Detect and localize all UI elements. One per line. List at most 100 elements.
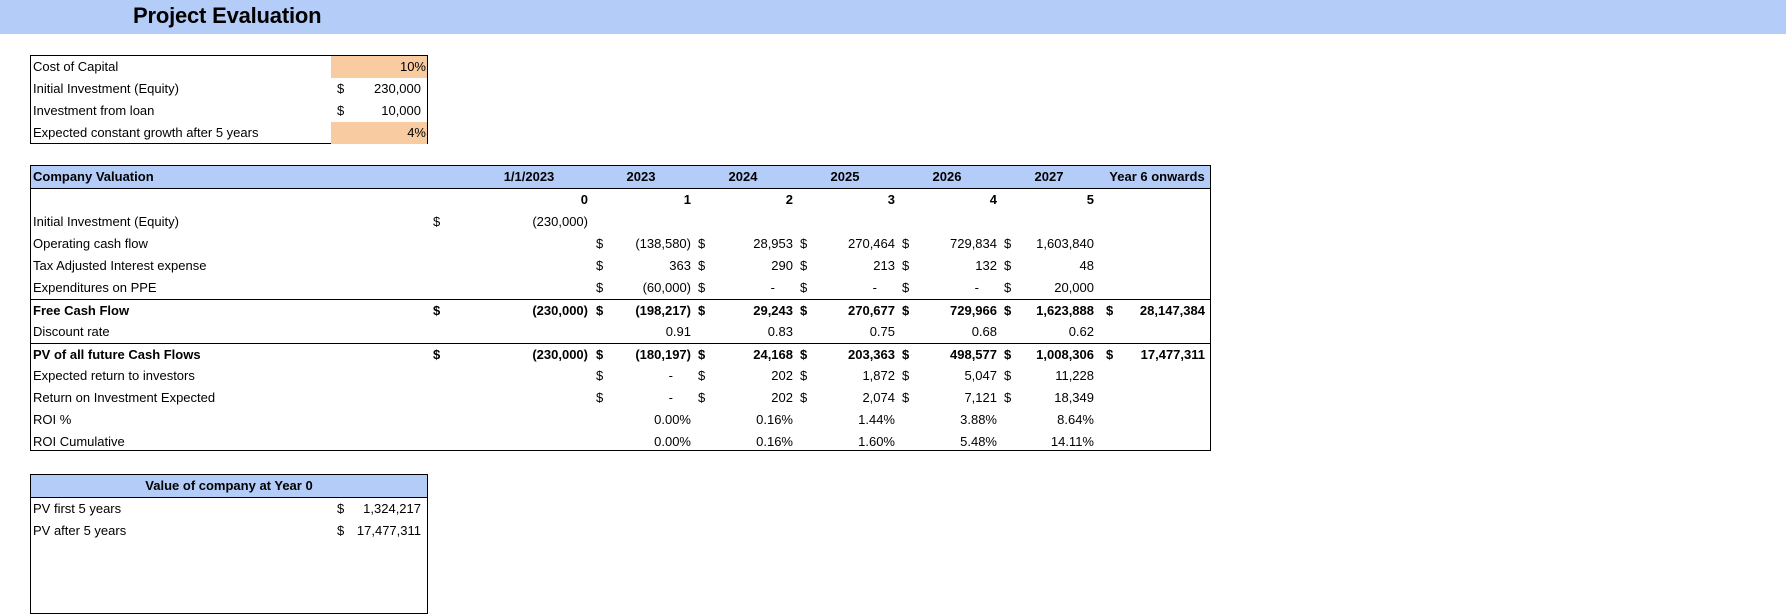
- column-header[interactable]: 1/1/2023: [503, 169, 555, 184]
- cell-value[interactable]: 29,243: [753, 303, 793, 318]
- value-row[interactable]: PV after 5 years $ 17,477,311: [31, 520, 427, 542]
- assumption-row[interactable]: Investment from loan $ 10,000: [31, 100, 427, 122]
- cell-value[interactable]: 0.00%: [654, 434, 691, 449]
- table-row[interactable]: PV of all future Cash Flows $ (230,000) $ (1…: [31, 343, 1210, 365]
- cell-value[interactable]: [611, 211, 691, 233]
- cell-value[interactable]: [1121, 409, 1205, 431]
- cell-value[interactable]: -: [770, 280, 775, 295]
- cell-value[interactable]: 0.16%: [756, 434, 793, 449]
- cell-value[interactable]: [811, 211, 895, 233]
- column-header[interactable]: 2024: [728, 169, 758, 184]
- cell-value[interactable]: 213: [873, 258, 895, 273]
- column-header[interactable]: 2026: [932, 169, 962, 184]
- cell-value[interactable]: (230,000): [532, 347, 588, 362]
- cell-value[interactable]: (230,000): [532, 214, 588, 229]
- cell-value[interactable]: [1011, 211, 1094, 233]
- table-row[interactable]: Discount rate 0.91 0.83 0.75 0.68 0.62: [31, 321, 1210, 343]
- cell-value[interactable]: 729,834: [950, 236, 997, 251]
- cell-value[interactable]: (180,197): [635, 347, 691, 362]
- cell-value[interactable]: [491, 277, 588, 299]
- cell-value[interactable]: [711, 211, 793, 233]
- cost-of-capital-input[interactable]: 10%: [399, 59, 426, 74]
- cell-value[interactable]: 11,228: [1055, 368, 1094, 383]
- cell-value[interactable]: 1.60%: [858, 434, 895, 449]
- table-row[interactable]: Expenditures on PPE $ (60,000) $ - $ - $ - $20,00…: [31, 277, 1210, 299]
- cell-value[interactable]: [1121, 365, 1205, 387]
- pv-after-5-years-value[interactable]: 17,477,311: [356, 523, 421, 538]
- cell-value[interactable]: (60,000): [642, 280, 691, 295]
- cell-value[interactable]: 270,464: [848, 236, 895, 251]
- cell-value[interactable]: [491, 387, 588, 409]
- cell-value[interactable]: 290: [771, 258, 793, 273]
- cell-value[interactable]: [1121, 321, 1205, 343]
- assumption-row[interactable]: Cost of Capital 10%: [31, 56, 427, 78]
- cell-value[interactable]: -: [668, 368, 673, 383]
- cell-value[interactable]: 18,349: [1054, 390, 1094, 405]
- cell-value[interactable]: 0.00%: [654, 412, 691, 427]
- cell-value[interactable]: 5,047: [964, 368, 997, 383]
- cell-value[interactable]: [1121, 277, 1205, 299]
- cell-value[interactable]: 28,147,384: [1139, 303, 1205, 318]
- cell-value[interactable]: 3.88%: [960, 412, 997, 427]
- cell-value[interactable]: 2,074: [862, 390, 895, 405]
- cell-value[interactable]: 1,008,306: [1036, 347, 1094, 362]
- cell-value[interactable]: 0.16%: [756, 412, 793, 427]
- cell-value[interactable]: 1.44%: [858, 412, 895, 427]
- cell-value[interactable]: 202: [771, 390, 793, 405]
- cell-value[interactable]: 20,000: [1054, 280, 1094, 295]
- table-row[interactable]: ROI Cumulative 0.00% 0.16% 1.60% 5.48% 14.11%: [31, 431, 1210, 453]
- assumption-row[interactable]: Initial Investment (Equity) $ 230,000: [31, 78, 427, 100]
- cell-value[interactable]: 0.62: [1068, 324, 1094, 339]
- cell-value[interactable]: 8.64%: [1057, 412, 1094, 427]
- cell-value[interactable]: -: [974, 280, 979, 295]
- table-row[interactable]: Tax Adjusted Interest expense $363 $290 $21…: [31, 255, 1210, 277]
- cell-value[interactable]: 14.11%: [1050, 434, 1094, 449]
- cell-value[interactable]: [1121, 387, 1205, 409]
- table-row[interactable]: ROI % 0.00% 0.16% 1.44% 3.88% 8.64%: [31, 409, 1210, 431]
- cell-value[interactable]: 24,168: [753, 347, 793, 362]
- initial-investment-value[interactable]: 230,000: [374, 81, 421, 96]
- column-header[interactable]: 2025: [830, 169, 860, 184]
- pv-first-5-years-value[interactable]: 1,324,217: [363, 501, 421, 516]
- cell-value[interactable]: [491, 255, 588, 277]
- cell-value[interactable]: 0.83: [767, 324, 793, 339]
- cell-value[interactable]: 1,872: [862, 368, 895, 383]
- cell-value[interactable]: 132: [975, 258, 997, 273]
- cell-value[interactable]: (138,580): [635, 236, 691, 251]
- table-row[interactable]: Return on Investment Expected $ - $202 $2,07…: [31, 387, 1210, 409]
- cell-value[interactable]: [491, 409, 588, 431]
- cell-value[interactable]: [1121, 211, 1205, 233]
- cell-value[interactable]: 5.48%: [960, 434, 997, 449]
- cell-value[interactable]: 498,577: [950, 347, 997, 362]
- cell-value[interactable]: [491, 365, 588, 387]
- cell-value[interactable]: [1121, 255, 1205, 277]
- cell-value[interactable]: 7,121: [964, 390, 997, 405]
- cell-value[interactable]: [1121, 431, 1205, 453]
- cell-value[interactable]: [911, 211, 997, 233]
- cell-value[interactable]: 270,677: [848, 303, 895, 318]
- table-row[interactable]: Free Cash Flow $ (230,000) $ (198,217) $29,24…: [31, 299, 1210, 321]
- cell-value[interactable]: [491, 321, 588, 343]
- column-header[interactable]: 2027: [1034, 169, 1064, 184]
- column-header[interactable]: Year 6 onwards: [1109, 169, 1205, 184]
- cell-value[interactable]: 0.75: [869, 324, 895, 339]
- cell-value[interactable]: [1121, 233, 1205, 255]
- column-header[interactable]: 2023: [626, 169, 656, 184]
- table-row[interactable]: Expected return to investors $ - $202 $1,872…: [31, 365, 1210, 387]
- cell-value[interactable]: 1,623,888: [1036, 303, 1094, 318]
- table-row[interactable]: Operating cash flow $ (138,580) $28,953 $270…: [31, 233, 1210, 255]
- cell-value[interactable]: [491, 233, 588, 255]
- cell-value[interactable]: -: [668, 390, 673, 405]
- cell-value[interactable]: 203,363: [848, 347, 895, 362]
- cell-value[interactable]: 48: [1079, 258, 1094, 273]
- cell-value[interactable]: (198,217): [635, 303, 691, 318]
- cell-value[interactable]: (230,000): [532, 303, 588, 318]
- cell-value[interactable]: [491, 431, 588, 453]
- loan-investment-value[interactable]: 10,000: [381, 103, 421, 118]
- cell-value[interactable]: 17,477,311: [1140, 347, 1205, 362]
- cell-value[interactable]: -: [872, 280, 877, 295]
- cell-value[interactable]: 1,603,840: [1036, 236, 1094, 251]
- growth-rate-input[interactable]: 4%: [407, 125, 426, 140]
- table-row[interactable]: Initial Investment (Equity) $ (230,000): [31, 211, 1210, 233]
- cell-value[interactable]: 202: [771, 368, 793, 383]
